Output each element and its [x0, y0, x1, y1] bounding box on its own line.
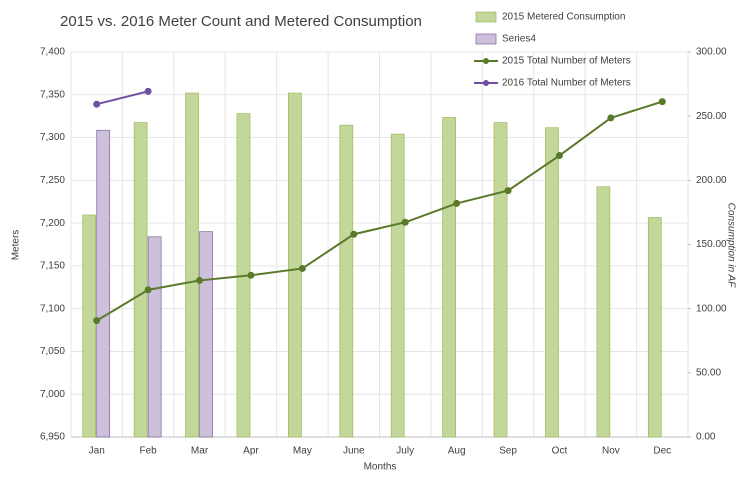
bar: [82, 214, 97, 438]
point: [93, 100, 101, 108]
x-tick-label: May: [293, 446, 312, 457]
legend-swatch: [475, 33, 497, 45]
bar: [442, 117, 456, 438]
y-tick-label: 7,100: [40, 303, 65, 314]
y-tick-label: 6,950: [40, 432, 65, 443]
y-tick-label: 7,150: [40, 261, 65, 272]
y2-tick-label: 200.00: [696, 175, 727, 186]
point: [144, 87, 152, 95]
bar: [339, 124, 354, 438]
y-axis-title: Meters: [11, 230, 22, 261]
legend-swatch: [475, 11, 497, 23]
y-tick-label: 7,050: [40, 346, 65, 357]
y-tick-label: 7,300: [40, 132, 65, 143]
bar: [596, 186, 611, 438]
y2-tick-label: 0.00: [696, 432, 716, 443]
x-tick-label: Aug: [448, 446, 466, 457]
chart-title: 2015 vs. 2016 Meter Count and Metered Co…: [60, 13, 422, 30]
x-tick-label: June: [343, 446, 365, 457]
x-tick-label: Sep: [499, 446, 517, 457]
bar: [147, 236, 162, 438]
x-tick-label: Mar: [191, 446, 209, 457]
line: [96, 90, 149, 106]
point: [298, 264, 306, 272]
x-tick-label: Apr: [243, 446, 259, 457]
bar: [647, 217, 662, 438]
bar: [199, 231, 213, 438]
bar: [96, 129, 111, 438]
point: [401, 218, 409, 226]
y-tick-label: 7,200: [40, 218, 65, 229]
point: [658, 98, 666, 106]
x-tick-label: July: [396, 446, 414, 457]
point: [453, 199, 461, 207]
bar: [133, 122, 148, 438]
y2-tick-label: 100.00: [696, 303, 727, 314]
legend-swatch: [483, 58, 489, 64]
x-tick-label: Feb: [140, 446, 158, 457]
x-tick-label: Dec: [653, 446, 671, 457]
y-tick-label: 7,000: [40, 389, 65, 400]
x-tick-label: Jan: [89, 446, 105, 457]
x-tick-label: Nov: [602, 446, 620, 457]
y-tick-label: 7,350: [40, 89, 65, 100]
point: [350, 230, 358, 238]
bar: [545, 127, 559, 438]
legend-label: 2015 Metered Consumption: [502, 12, 625, 23]
line: [96, 100, 663, 322]
point: [504, 187, 512, 195]
y2-tick-label: 300.00: [696, 47, 727, 58]
y2-tick-label: 50.00: [696, 367, 721, 378]
point: [247, 271, 255, 279]
legend-label: 2016 Total Number of Meters: [502, 78, 631, 89]
point: [555, 152, 563, 160]
y2-axis-title: Consumption in AF: [725, 203, 736, 289]
bar: [185, 92, 199, 438]
legend-label: Series4: [502, 34, 536, 45]
point: [607, 114, 615, 122]
bar: [493, 122, 508, 438]
x-tick-label: Oct: [552, 446, 568, 457]
legend-label: 2015 Total Number of Meters: [502, 56, 631, 67]
legend-swatch: [483, 80, 489, 86]
y2-tick-label: 150.00: [696, 239, 727, 250]
point: [144, 286, 152, 294]
x-axis-title: Months: [364, 462, 397, 473]
bar: [390, 133, 405, 438]
y2-tick-label: 250.00: [696, 111, 727, 122]
bar: [288, 92, 302, 438]
point: [196, 276, 204, 284]
y-tick-label: 7,400: [40, 47, 65, 58]
y-tick-label: 7,250: [40, 175, 65, 186]
point: [93, 317, 101, 325]
